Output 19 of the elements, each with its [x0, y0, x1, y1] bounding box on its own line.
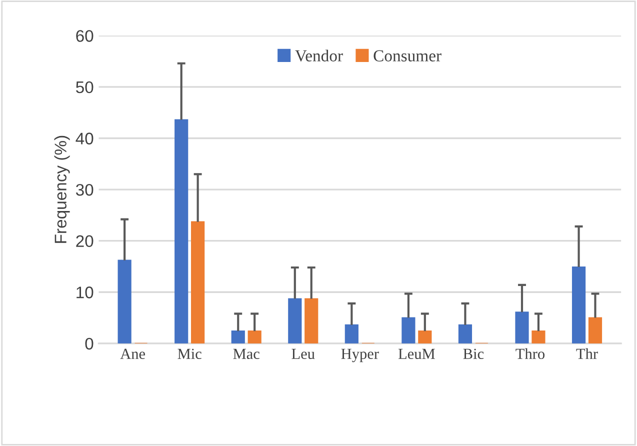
y-tick-label: 0	[85, 338, 94, 350]
legend-label: Consumer	[374, 50, 442, 62]
x-tick-label: Mic	[178, 348, 202, 360]
x-tick-label: Mac	[233, 348, 260, 360]
y-tick-label: 30	[76, 184, 94, 196]
x-tick-label: Ane	[120, 348, 145, 360]
x-tick-label: Leu	[292, 348, 315, 360]
y-tick-label: 50	[76, 81, 94, 94]
y-axis-title: Frequency (%)	[54, 136, 70, 243]
x-tick-label: Hyper	[341, 348, 379, 362]
y-tick-label: 10	[76, 286, 94, 298]
legend-label: Vendor	[295, 50, 343, 62]
x-tick-label: LeuM	[398, 348, 435, 360]
y-tick-label: 40	[76, 132, 94, 144]
y-tick-label: 60	[76, 30, 94, 42]
x-tick-label: Bic	[463, 348, 484, 360]
x-tick-label: Thr	[576, 348, 598, 359]
x-tick-label: Thro	[516, 348, 544, 360]
y-tick-label: 20	[76, 235, 94, 248]
